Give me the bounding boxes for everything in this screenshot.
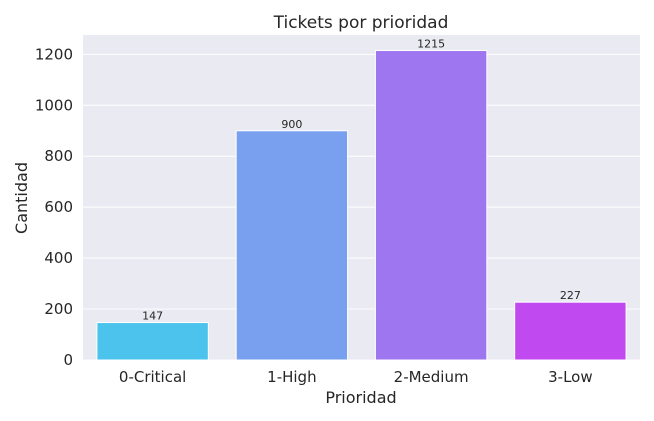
bar-2-medium (374, 50, 488, 361)
y-axis-label: Cantidad (12, 162, 31, 234)
chart-title: Tickets por prioridad (273, 13, 449, 33)
y-tick-label: 200 (44, 300, 73, 318)
y-axis-ticks: 0 200 400 600 800 1000 1200 (35, 45, 73, 369)
y-tick-label: 800 (44, 147, 73, 165)
x-tick-label: 0-Critical (119, 368, 186, 386)
data-label: 1215 (417, 38, 445, 51)
y-tick-label: 1200 (35, 45, 73, 63)
x-tick-label: 1-High (267, 368, 316, 386)
bars (96, 50, 627, 361)
data-label: 147 (142, 310, 163, 323)
data-label: 227 (560, 289, 581, 302)
y-tick-label: 0 (63, 351, 73, 369)
data-label: 900 (281, 118, 302, 131)
y-tick-label: 400 (44, 249, 73, 267)
y-tick-label: 600 (44, 198, 73, 216)
bar-3-low (514, 301, 627, 361)
y-tick-label: 1000 (35, 96, 73, 114)
bar-0-critical (96, 322, 209, 361)
x-axis-ticks: 0-Critical 1-High 2-Medium 3-Low (119, 368, 593, 386)
x-axis-label: Prioridad (325, 388, 396, 407)
data-labels: 147 900 1215 227 (142, 38, 581, 323)
x-tick-label: 3-Low (548, 368, 593, 386)
bar-1-high (235, 130, 349, 361)
x-tick-label: 2-Medium (394, 368, 469, 386)
